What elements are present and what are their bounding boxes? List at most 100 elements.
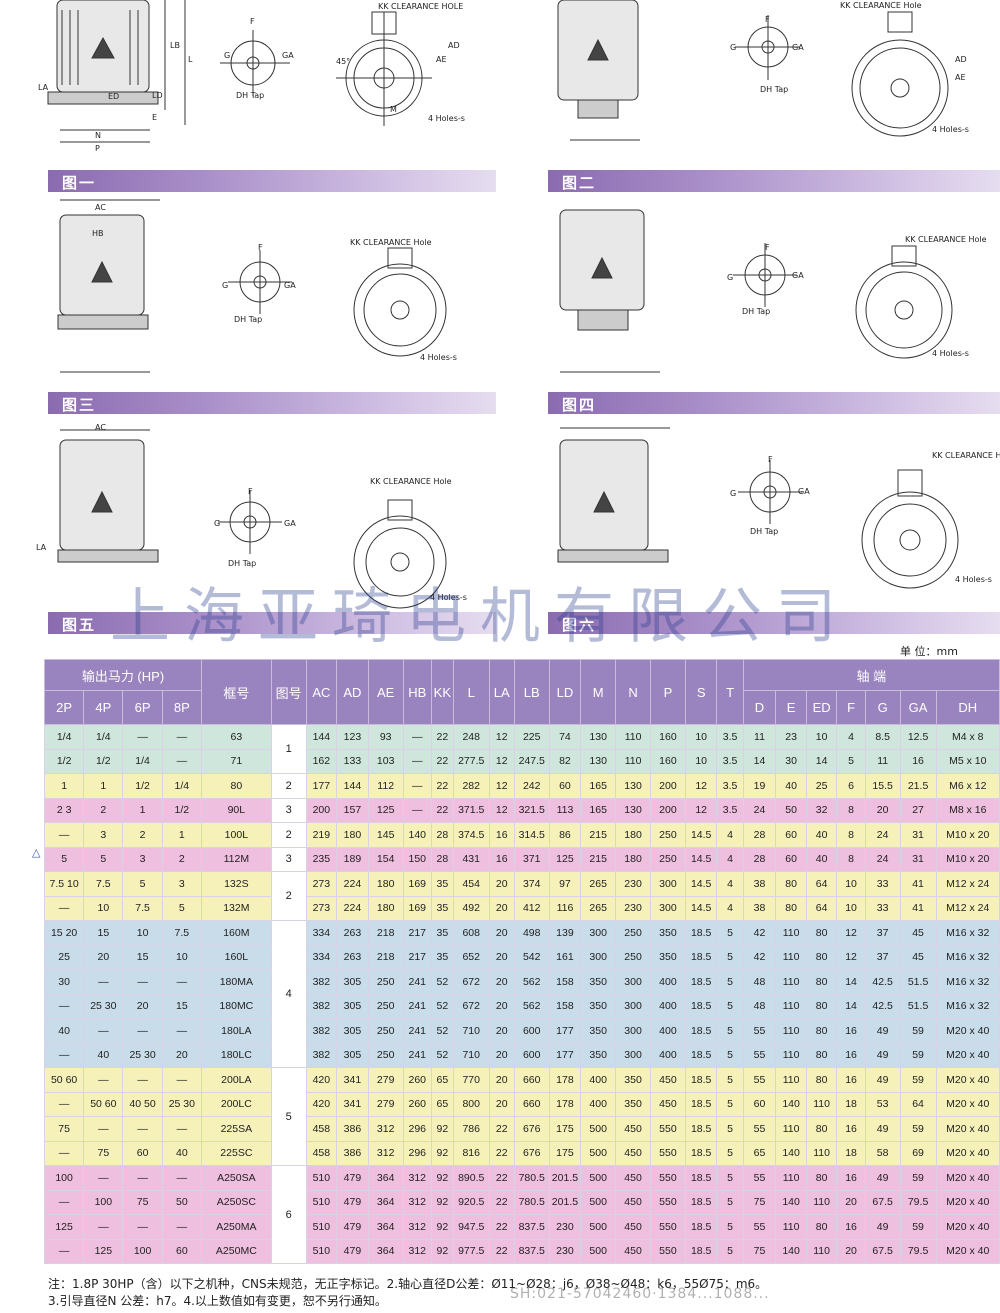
dimension-cell: 321.5 bbox=[513, 797, 550, 823]
table-row: —40 25 30 20 180LC 382 305 250 241 52 710 20 600 177… bbox=[43, 1042, 1000, 1068]
dimension-cell: 5 bbox=[716, 1018, 744, 1044]
shaft-cell: 110 bbox=[775, 1165, 807, 1191]
shaft-cell: 58 bbox=[864, 1140, 901, 1166]
hp-cell: 25 30 bbox=[83, 993, 124, 1019]
shaft-cell: 53 bbox=[864, 1091, 901, 1117]
table-row: 25 20 15 10 160L 334 263 218 217 35 652 20 542 161 300… bbox=[43, 944, 1000, 970]
dimension-cell: 140 bbox=[402, 822, 432, 848]
dimension-cell: 14.5 bbox=[684, 871, 718, 897]
fig1-label-ld: LD bbox=[152, 91, 163, 100]
fig2-label-dh: DH Tap bbox=[760, 85, 788, 94]
table-row: 40— — —180LA 382 305 250 241 52 710 20 600 177 350 30… bbox=[43, 1018, 1000, 1044]
dimension-cell: 20 bbox=[488, 871, 515, 897]
shaft-cell: 42.5 bbox=[864, 993, 901, 1019]
shaft-cell: 60 bbox=[742, 1091, 777, 1117]
shaft-cell: M16 x 32 bbox=[935, 969, 1000, 995]
fig1-label-la: LA bbox=[38, 83, 49, 92]
fig1-label-ae: AE bbox=[436, 55, 447, 64]
dimension-cell: 780.5 bbox=[513, 1189, 550, 1215]
dimension-cell: 150 bbox=[402, 846, 432, 872]
shaft-cell: 10 bbox=[805, 724, 838, 750]
dimension-cell: 3.5 bbox=[716, 748, 744, 774]
dimension-cell: 16 bbox=[488, 846, 515, 872]
hp-cell: — bbox=[43, 822, 85, 848]
shaft-cell: 32 bbox=[805, 797, 838, 823]
dimension-cell: 479 bbox=[336, 1238, 369, 1264]
shaft-cell: M10 x 20 bbox=[935, 822, 1000, 848]
fig4-label-kk: KK CLEARANCE Hole bbox=[905, 235, 987, 244]
shaft-cell: M16 x 32 bbox=[935, 993, 1000, 1019]
dimension-cell: 52 bbox=[430, 969, 454, 995]
fig1-label-angle: 45° bbox=[336, 57, 350, 66]
dimension-cell: 400 bbox=[650, 969, 686, 995]
frame-cell: 90L bbox=[200, 797, 272, 823]
dimension-cell: 123 bbox=[336, 724, 369, 750]
hp-cell: — bbox=[83, 1067, 124, 1093]
fig5-label-la: LA bbox=[36, 543, 47, 552]
shaft-cell: 80 bbox=[805, 1214, 838, 1240]
fig3-label-hb: HB bbox=[92, 229, 104, 238]
dimension-cell: 382 bbox=[305, 969, 338, 995]
fig6-label-dh: DH Tap bbox=[750, 527, 778, 536]
hp-cell: 20 bbox=[83, 944, 124, 970]
dimension-cell: 169 bbox=[402, 871, 432, 897]
dimension-cell: 382 bbox=[305, 1018, 338, 1044]
dimension-cell: 371.5 bbox=[452, 797, 490, 823]
dimension-cell: 52 bbox=[430, 1018, 454, 1044]
dimension-cell: 450 bbox=[615, 1189, 651, 1215]
hp-cell: — bbox=[161, 1018, 202, 1044]
dimension-cell: 20 bbox=[488, 993, 515, 1019]
shaft-cell: 38 bbox=[742, 871, 777, 897]
dimension-cell: 22 bbox=[430, 748, 454, 774]
hp-cell: 5 bbox=[83, 846, 124, 872]
dimension-cell: 431 bbox=[452, 846, 490, 872]
shaft-cell: 41 bbox=[899, 895, 937, 921]
dimension-cell: 178 bbox=[548, 1067, 582, 1093]
dimension-cell: 180 bbox=[615, 846, 651, 872]
dimension-cell: 250 bbox=[367, 993, 404, 1019]
shaft-cell: 110 bbox=[775, 969, 807, 995]
dimension-cell: 458 bbox=[305, 1140, 338, 1166]
hp-cell: 7.5 bbox=[122, 895, 163, 921]
hp-cell: 15 bbox=[83, 920, 124, 946]
dimension-cell: 273 bbox=[305, 871, 338, 897]
hp-cell: 5 bbox=[43, 846, 85, 872]
table-row: 100— — — A250SA 6 510 479 364 312 92 890.5 22 780.5 2… bbox=[43, 1165, 1000, 1264]
dimension-cell: 230 bbox=[548, 1214, 582, 1240]
dimension-cell: 350 bbox=[615, 1091, 651, 1117]
fig1-label-lb: LB bbox=[170, 41, 180, 50]
dimension-cell: 600 bbox=[513, 1042, 550, 1068]
shaft-cell: 49 bbox=[864, 1067, 901, 1093]
dimension-cell: 250 bbox=[367, 969, 404, 995]
fig3-label-kk: KK CLEARANCE Hole bbox=[350, 238, 432, 247]
spec-table: 输出马力 (HP) 框号 图号 AC AD AE HB KK L LA LB L… bbox=[43, 659, 1000, 1264]
figure-number-cell: 2 bbox=[270, 871, 307, 921]
table-row: 30— — —180MA 382 305 250 241 52 672 20 562 158 350 30… bbox=[43, 969, 1000, 995]
dimension-cell: 260 bbox=[402, 1067, 432, 1093]
col-header-n: N bbox=[615, 659, 651, 725]
dimension-cell: 400 bbox=[650, 1042, 686, 1068]
shaft-cell: 49 bbox=[864, 1165, 901, 1191]
shaft-cell: 60 bbox=[775, 846, 807, 872]
shaft-cell: 5 bbox=[836, 748, 866, 774]
dimension-cell: 350 bbox=[650, 920, 686, 946]
frame-cell: 63 bbox=[200, 724, 272, 750]
shaft-cell: 110 bbox=[775, 1018, 807, 1044]
dimension-cell: 296 bbox=[402, 1140, 432, 1166]
dimension-cell: 22 bbox=[488, 1238, 515, 1264]
table-row: —100 75 50 A250SC 510 479 364 312 92 920.5 22 780.5… bbox=[43, 1189, 1000, 1215]
dimension-cell: 178 bbox=[548, 1091, 582, 1117]
dimension-cell: 542 bbox=[513, 944, 550, 970]
dimension-cell: 18.5 bbox=[684, 1165, 718, 1191]
col-header-m: M bbox=[580, 659, 617, 725]
frame-cell: A250MC bbox=[200, 1238, 272, 1264]
dimension-cell: 672 bbox=[452, 993, 490, 1019]
dimension-cell: 920.5 bbox=[452, 1189, 490, 1215]
shaft-cell: 40 bbox=[805, 822, 838, 848]
hp-cell: 1 bbox=[122, 797, 163, 823]
dimension-cell: 341 bbox=[336, 1067, 369, 1093]
dimension-cell: 672 bbox=[452, 969, 490, 995]
hp-cell: — bbox=[122, 1018, 163, 1044]
hp-cell: — bbox=[83, 1116, 124, 1142]
dimension-cell: 350 bbox=[580, 1042, 617, 1068]
